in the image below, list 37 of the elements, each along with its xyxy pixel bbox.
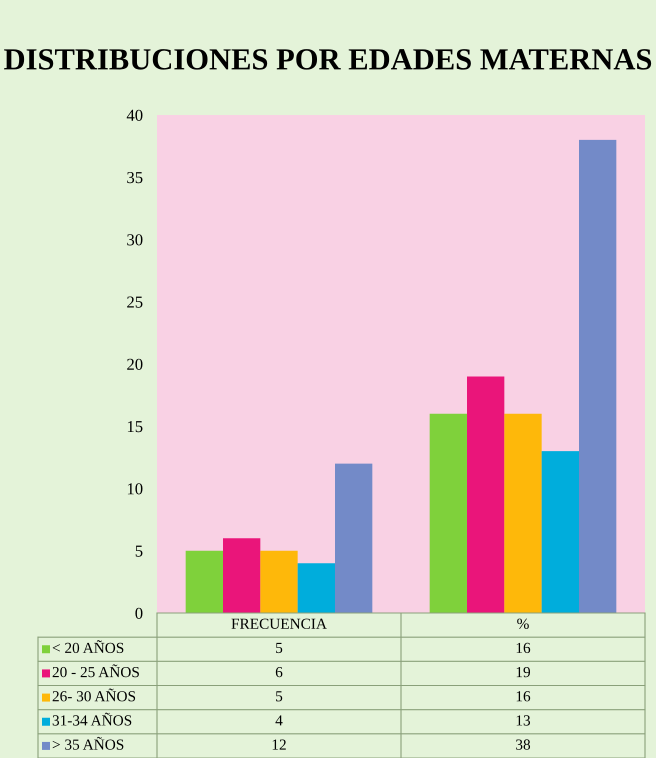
data-label: 16	[516, 691, 530, 702]
legend-label: 26- 30 AÑOS	[52, 688, 136, 702]
y-tick-label: 0	[135, 608, 142, 619]
y-tick-label: 30	[127, 234, 142, 246]
data-label: 16	[516, 642, 530, 654]
bar	[467, 376, 504, 613]
y-tick-label: 15	[128, 421, 142, 432]
y-tick-label: 5	[136, 546, 142, 557]
data-label: 12	[272, 739, 286, 750]
data-label: 38	[516, 739, 530, 750]
data-label: 5	[276, 642, 282, 654]
x-tick-label: %	[517, 618, 529, 629]
bar	[223, 538, 260, 613]
data-label: 5	[276, 691, 282, 702]
legend-label: > 35 AÑOS	[52, 736, 124, 750]
legend-label: 31-34 AÑOS	[52, 712, 132, 726]
bar	[335, 464, 372, 613]
bar	[430, 414, 467, 613]
bar	[542, 451, 579, 613]
bar	[186, 550, 223, 613]
y-tick-label: 25	[127, 296, 142, 308]
bar	[260, 550, 298, 613]
legend-label: < 20 AÑOS	[52, 640, 124, 654]
data-label: 19	[516, 666, 530, 678]
bar	[298, 563, 335, 613]
data-label: 4	[275, 715, 283, 726]
y-tick-label: 10	[128, 483, 142, 494]
data-label: 6	[276, 666, 282, 678]
x-tick-label: FRECUENCIA	[231, 618, 327, 629]
data-label: 13	[516, 715, 530, 726]
chart-title: DISTRIBUCIONES POR EDADES MATERNAS	[4, 49, 652, 70]
y-tick-label: 35	[127, 172, 142, 184]
y-tick-label: 20	[127, 358, 142, 370]
bar	[579, 140, 616, 613]
y-tick-label: 40	[126, 110, 142, 121]
bar	[504, 414, 542, 613]
legend-label: 20 - 25 AÑOS	[52, 664, 139, 678]
